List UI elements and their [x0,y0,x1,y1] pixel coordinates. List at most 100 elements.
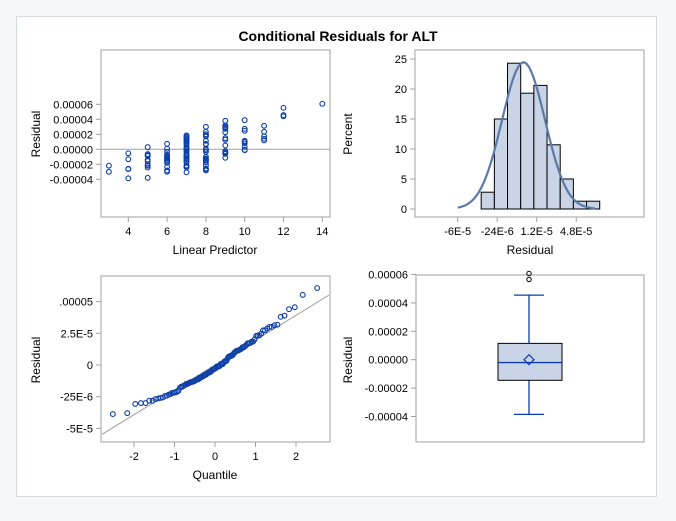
box-plot-ytick-label: -0.00004 [365,412,408,424]
residual-point [222,117,229,124]
predictor-plot-frame [100,49,331,218]
box-plot-ytick-label: 0.00006 [368,270,408,282]
histogram-ytick-label: 25 [395,54,407,66]
histogram-xtick-label: -6E-5 [444,226,471,238]
interquartile-box [497,342,563,381]
qq-plot-xtick-label: 0 [212,451,218,463]
residual-panel [16,16,657,497]
residual-point [319,100,326,107]
residual-point [125,150,132,157]
outlier-point [526,270,532,277]
qq-point [314,285,321,291]
histogram-bar [507,62,522,210]
histogram-ytick-label: 15 [395,114,407,126]
residual-point [261,122,268,129]
mean-diamond-marker [523,353,535,366]
residual-point [222,125,229,132]
qq-plot-ytick-label: 2.5E-5 [61,328,93,340]
box-plot-ytick-label: -0.00002 [365,383,408,395]
histogram-ytick-label: 10 [395,144,407,156]
histogram-ylabel: Percent [341,113,355,155]
qq-plot-xtick-label: 1 [252,451,258,463]
histogram-bar [493,118,509,210]
residual-point [222,154,229,161]
residual-point [241,125,248,132]
residual-point [164,159,171,166]
residual-point [202,123,209,130]
predictor-plot-ytick-label: -0.00002 [50,159,93,171]
qq-plot-ylabel: Residual [29,337,43,384]
histogram-bar [520,92,535,210]
predictor-plot-ytick-label: 0.00002 [53,129,93,141]
residual-point [125,175,132,182]
residual-point [183,169,190,176]
residual-point [164,168,171,175]
residual-point [164,145,171,152]
qq-point [266,324,273,330]
residual-point [144,164,151,171]
qq-point [132,400,139,407]
qq-point [251,336,258,343]
qq-point [175,387,182,394]
qq-plot-xtick-label: -1 [170,451,180,463]
predictor-plot-xtick-label: 4 [125,226,131,238]
predictor-plot-ytick-label: 0.00004 [53,114,93,126]
residual-point [222,150,229,157]
residual-point [144,162,151,169]
chart-title: Conditional Residuals for ALT [238,28,438,44]
residual-point [222,136,229,143]
box-plot-ytick-label: 0.00000 [368,355,408,367]
qq-plot-ytick-label: -25E-6 [60,392,93,404]
residual-point [202,167,209,174]
residual-point [105,162,112,169]
histogram-xtick-label: -24E-6 [481,226,514,238]
qq-plot-frame [100,275,331,443]
qq-point [149,397,156,404]
qq-point [124,410,131,417]
residual-point [105,168,112,175]
predictor-plot-ytick-label: -0.00004 [50,174,93,186]
histogram-ytick-label: 0 [401,204,407,216]
histogram-ytick-label: 5 [401,174,407,186]
outlier-point [526,276,532,283]
residual-point [144,174,151,181]
residual-point [241,147,248,154]
box-plot-ytick-label: 0.00004 [368,298,408,310]
predictor-plot-ytick-label: 0.00006 [53,99,93,111]
histogram-ytick-label: 20 [395,84,407,96]
residual-point [280,113,287,120]
normal-density-curve [457,61,595,210]
predictor-plot-xtick-label: 8 [203,226,209,238]
residual-point [164,140,171,147]
residual-point [125,166,132,173]
box-plot-ytick-label: 0.00002 [368,326,408,338]
residual-point [241,117,248,124]
predictor-plot-xlabel: Linear Predictor [173,243,258,257]
qq-point [274,321,281,328]
histogram-bar [559,178,574,210]
histogram-frame [414,49,645,218]
histogram-xtick-label: 1.2E-5 [521,226,553,238]
residual-point [222,142,229,149]
predictor-plot-ytick-label: 0.00000 [53,144,93,156]
qq-point [271,322,278,329]
box-plot-ylabel: Residual [341,337,355,384]
qq-point [286,306,292,313]
qq-plot-xtick-label: 2 [293,451,299,463]
histogram-xtick-label: 4.8E-5 [560,226,592,238]
predictor-plot-xtick-label: 12 [277,226,289,238]
predictor-plot-xtick-label: 14 [316,226,328,238]
qq-plot-xlabel: Quantile [193,468,238,482]
predictor-plot-xtick-label: 10 [239,226,251,238]
residual-point [125,156,132,163]
qq-point [277,313,284,320]
residual-point [202,137,209,144]
qq-plot-ytick-label: .00005 [59,297,93,309]
qq-point [247,340,254,347]
residual-point [261,133,268,140]
residual-point [202,159,209,166]
qq-point [146,397,153,404]
residual-point [261,137,268,144]
residual-point [241,140,248,147]
